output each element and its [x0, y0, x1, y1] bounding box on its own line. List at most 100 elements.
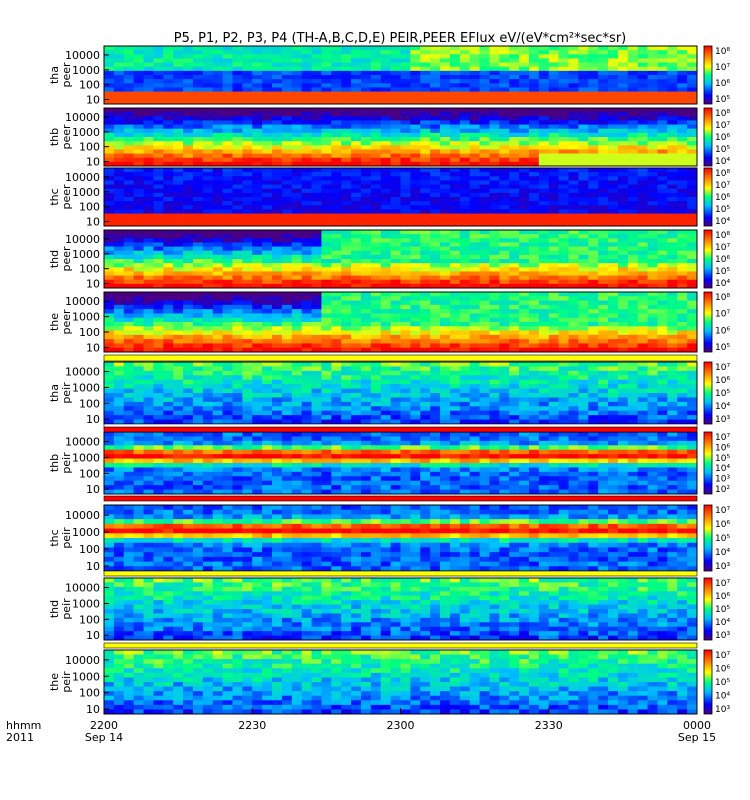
spectrogram-cell — [222, 304, 233, 310]
spectrogram-cell — [598, 322, 609, 327]
spectrogram-cell — [548, 292, 560, 297]
spectrogram-cell — [222, 201, 233, 206]
spectrogram-cell — [538, 197, 550, 202]
spectrogram-cell — [538, 339, 550, 344]
spectrogram-cell — [489, 334, 500, 340]
spectrogram-cell — [479, 192, 490, 198]
spectrogram-cell — [578, 263, 589, 268]
spectrogram-cell — [321, 132, 332, 138]
spectrogram-cells — [104, 168, 698, 227]
spectrogram-cell — [301, 393, 312, 398]
spectrogram-cell — [202, 168, 214, 173]
spectrogram-cell — [331, 339, 342, 344]
spectrogram-cell — [272, 419, 283, 425]
spectrogram-cell — [390, 153, 401, 159]
spectrogram-cell — [351, 370, 362, 376]
spectrogram-cell — [390, 83, 401, 88]
spectrogram-cell — [212, 132, 223, 138]
spectrogram-cell — [212, 197, 223, 202]
spectrogram-cell — [133, 415, 144, 420]
spectrogram-cell — [272, 99, 283, 105]
spectrogram-cell — [351, 137, 362, 142]
spectrogram-cell — [321, 157, 332, 163]
spectrogram-cell — [370, 322, 382, 327]
spectrogram-cell — [192, 50, 204, 55]
spectrogram-cell — [528, 230, 540, 235]
spectrogram-cell — [242, 149, 253, 154]
spectrogram-cell — [281, 205, 293, 210]
spectrogram-cell — [331, 370, 342, 376]
spectrogram-cell — [173, 205, 184, 210]
spectrogram-cell — [331, 415, 342, 420]
spectrogram-cell — [637, 213, 648, 219]
colorbar-tick-label: 10⁵ — [715, 145, 730, 155]
spectrogram-cell — [232, 95, 243, 101]
spectrogram-cell — [163, 263, 174, 268]
spectrogram-cell — [252, 339, 263, 344]
spectrogram-cell — [558, 397, 569, 403]
spectrogram-cell — [687, 95, 698, 101]
spectrogram-cell — [558, 275, 569, 281]
spectrogram-cell — [222, 161, 233, 167]
spectrogram-cell — [113, 99, 125, 105]
spectrogram-cell — [420, 347, 431, 353]
spectrogram-cell — [499, 304, 510, 310]
spectrogram-cell — [173, 375, 184, 381]
spectrogram-cell — [608, 66, 619, 72]
spectrogram-cell — [281, 172, 293, 177]
spectrogram-cell — [499, 205, 510, 210]
spectrogram-cell — [123, 153, 135, 159]
spectrogram-cell — [657, 58, 668, 63]
spectrogram-cell — [449, 410, 461, 416]
spectrogram-cell — [519, 375, 530, 381]
spectrogram-cell — [222, 384, 233, 389]
spectrogram-cell — [538, 124, 550, 130]
spectrogram-cell — [469, 254, 480, 260]
spectrogram-cell — [440, 184, 451, 190]
spectrogram-cell — [588, 415, 599, 420]
y-tick-label: 100 — [79, 79, 100, 92]
spectrogram-cell — [430, 62, 441, 68]
spectrogram-cell — [153, 149, 164, 154]
spectrogram-cell — [647, 62, 658, 68]
spectrogram-cell — [113, 415, 125, 420]
spectrogram-cell — [598, 334, 609, 340]
spectrogram-cell — [548, 370, 560, 376]
spectrogram-cell — [637, 157, 648, 163]
spectrogram-cell — [380, 275, 392, 281]
spectrogram-cell — [647, 267, 658, 272]
spectrogram-cell — [588, 83, 599, 88]
spectrogram-cell — [192, 300, 204, 306]
spectrogram-cell — [608, 304, 619, 310]
spectrogram-cell — [558, 66, 569, 72]
spectrogram-cell — [479, 250, 490, 256]
spectrogram-cell — [459, 379, 471, 385]
spectrogram-cell — [449, 279, 461, 285]
spectrogram-cell — [262, 176, 273, 181]
spectrogram-cell — [232, 317, 243, 323]
spectrogram-cell — [657, 153, 668, 159]
spectrogram-cell — [173, 124, 184, 130]
spectrogram-cell — [509, 362, 520, 367]
spectrogram-cell — [538, 217, 550, 223]
spectrogram-cell — [173, 145, 184, 150]
spectrogram-cell — [281, 406, 293, 412]
spectrogram-cell — [183, 99, 194, 105]
spectrogram-cell — [489, 176, 500, 181]
spectrogram-cell — [499, 379, 510, 385]
spectrogram-cell — [489, 172, 500, 177]
spectrogram-cell — [192, 234, 204, 239]
spectrogram-cell — [360, 70, 372, 76]
spectrogram-cell — [430, 149, 441, 154]
spectrogram-cell — [242, 362, 253, 367]
spectrogram-cell — [153, 415, 164, 420]
spectrogram-cell — [687, 192, 698, 198]
spectrogram-cell — [163, 137, 174, 142]
spectrogram-cell — [163, 66, 174, 72]
spectrogram-cell — [430, 300, 441, 306]
spectrogram-cell — [202, 410, 214, 416]
spectrogram-cell — [499, 54, 510, 59]
spectrogram-cell — [232, 153, 243, 159]
